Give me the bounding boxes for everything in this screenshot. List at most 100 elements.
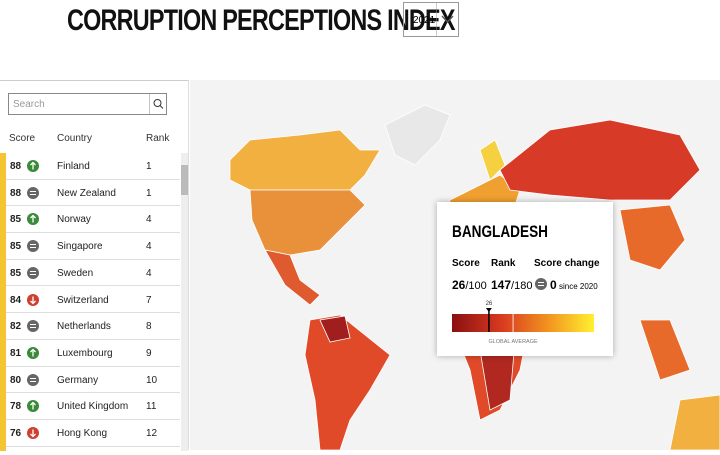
- country-row[interactable]: 76 Hong Kong 12: [6, 420, 180, 447]
- south-america: [304, 314, 391, 451]
- row-country: New Zealand: [57, 187, 116, 199]
- search-placeholder: Search: [13, 99, 45, 110]
- row-country: United Kingdom: [57, 401, 129, 413]
- year-select[interactable]: 2021: [403, 2, 459, 37]
- search-icon[interactable]: [149, 94, 167, 114]
- row-country: Germany: [57, 374, 99, 386]
- year-value: 2021: [413, 15, 436, 26]
- popup-score: 26/100: [452, 278, 487, 292]
- popup-country: BANGLADESH: [452, 222, 548, 241]
- australia: [669, 394, 720, 451]
- popup-label: Score: [452, 258, 480, 269]
- country-row[interactable]: 85 Norway 4: [6, 206, 180, 234]
- row-rank: 8: [146, 321, 152, 333]
- score-marker-label: 26: [486, 301, 493, 307]
- row-country: Netherlands: [57, 321, 111, 333]
- column-header: Rank: [146, 133, 170, 144]
- change-icon: [27, 160, 39, 172]
- score-value: 26: [452, 278, 466, 292]
- row-score: 88: [10, 187, 22, 199]
- row-country: Luxembourg: [57, 347, 113, 359]
- icon-bg: [27, 186, 39, 199]
- row-score: 80: [10, 374, 22, 386]
- change-value: 0: [550, 278, 557, 292]
- scandinavia: [479, 139, 506, 181]
- change-icon: [27, 400, 39, 413]
- greenland: [384, 104, 451, 166]
- row-score: 85: [10, 267, 22, 279]
- score-scale: 26 GLOBAL AVERAGE: [452, 301, 594, 345]
- change-icon: [535, 278, 547, 290]
- change-icon: [27, 346, 39, 359]
- sidebar: Search Score Country Rank 88 Finland 1 88 Ne…: [0, 80, 189, 451]
- change-note: since 2020: [559, 282, 598, 291]
- country-row[interactable]: 84 Switzerland 7: [6, 287, 180, 314]
- row-rank: 4: [146, 267, 152, 279]
- icon-glyph: [30, 161, 36, 170]
- country-row[interactable]: 82 Netherlands 8: [6, 313, 180, 340]
- country-row[interactable]: 88 New Zealand 1: [6, 180, 180, 207]
- country-row[interactable]: 81 Luxembourg 9: [6, 340, 180, 367]
- country-row[interactable]: 85 Singapore 4: [6, 233, 180, 260]
- icon-glyph: [30, 429, 36, 438]
- row-score: 78: [10, 401, 22, 413]
- scrollbar[interactable]: [181, 153, 188, 451]
- row-country: Norway: [57, 214, 91, 226]
- column-header: Country: [57, 133, 93, 144]
- row-score: 76: [10, 428, 22, 439]
- russia: [499, 119, 701, 201]
- row-rank: 7: [146, 294, 152, 306]
- country-row[interactable]: 85 Sweden 4: [6, 260, 180, 287]
- row-country: Finland: [57, 161, 90, 172]
- row-country: Singapore: [57, 241, 103, 253]
- row-score: 85: [10, 214, 22, 226]
- column-header: Score: [9, 133, 36, 144]
- row-rank: 4: [146, 214, 152, 226]
- popup-label: Rank: [491, 258, 516, 269]
- search-box[interactable]: Search: [8, 93, 167, 115]
- change-icon: [27, 293, 39, 306]
- row-rank: 11: [146, 401, 157, 413]
- dropdown-arrow: [436, 3, 454, 36]
- row-rank: 10: [146, 374, 158, 386]
- icon-bg: [27, 240, 39, 253]
- score-stripe: [0, 153, 6, 451]
- southeast-asia: [639, 319, 691, 381]
- row-score: 88: [10, 161, 22, 172]
- scale-bar: [452, 314, 594, 332]
- canada: [229, 129, 381, 191]
- score-pointer: [485, 308, 492, 312]
- change-icon: [27, 240, 39, 253]
- row-rank: 12: [146, 428, 158, 439]
- row-country: Switzerland: [57, 294, 109, 306]
- row-score: 84: [10, 294, 22, 306]
- icon-glyph: [30, 401, 36, 410]
- icon-glyph: [30, 296, 36, 304]
- row-country: Sweden: [57, 267, 94, 279]
- popup-label: Score change: [534, 258, 600, 269]
- page-title: CORRUPTION PERCEPTIONS INDEX: [67, 4, 455, 37]
- china: [619, 204, 686, 271]
- row-rank: 1: [146, 187, 152, 199]
- score-suffix: /100: [465, 280, 487, 292]
- country-row[interactable]: 88 Finland 1: [6, 153, 180, 180]
- row-rank: 4: [146, 241, 152, 253]
- change-icon: [27, 427, 39, 439]
- country-row[interactable]: 80 Germany 10: [6, 367, 180, 394]
- rank-suffix: /180: [511, 280, 533, 292]
- change-icon: [27, 213, 39, 226]
- icon-glyph: [30, 348, 36, 357]
- row-rank: 9: [146, 347, 152, 359]
- row-country: Hong Kong: [57, 428, 108, 439]
- country-row[interactable]: 78 United Kingdom 11: [6, 393, 180, 420]
- change-icon: [27, 186, 39, 199]
- change-icon: [27, 373, 39, 386]
- popup-rank: 147/180: [491, 278, 532, 292]
- row-rank: 1: [146, 161, 152, 172]
- icon-bg: [27, 373, 39, 386]
- row-score: 81: [10, 347, 22, 359]
- icon-bg: [27, 320, 39, 333]
- change-icon: [27, 320, 39, 333]
- row-score: 82: [10, 321, 22, 333]
